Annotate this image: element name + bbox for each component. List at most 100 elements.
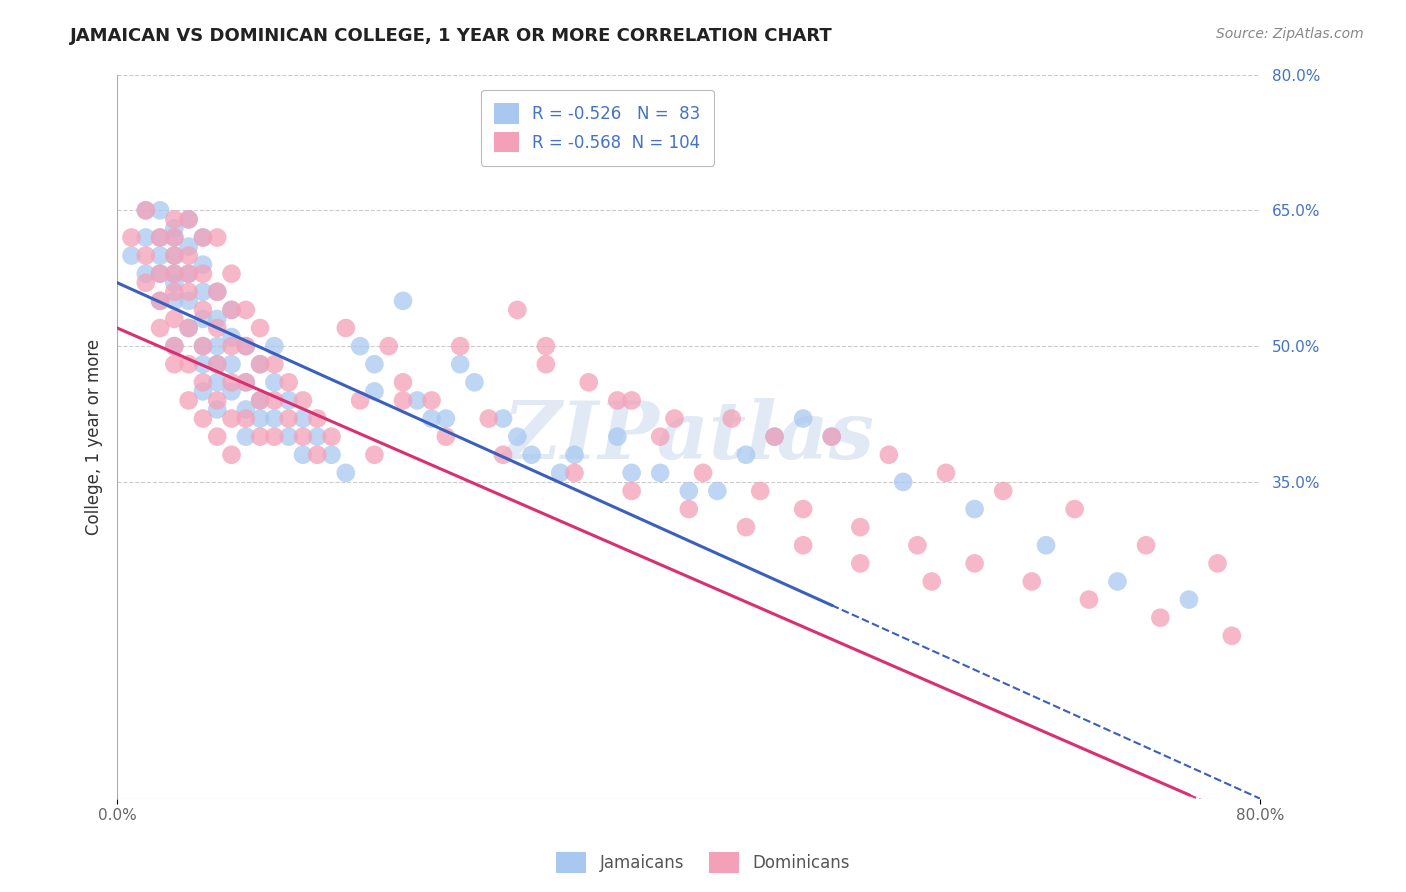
Point — [263, 376, 285, 390]
Point — [205, 321, 228, 335]
Point — [564, 466, 586, 480]
Text: ZIPatlas: ZIPatlas — [503, 398, 875, 475]
Point — [307, 430, 329, 444]
Point — [1178, 592, 1201, 607]
Point — [205, 402, 228, 417]
Point — [191, 285, 214, 299]
Point — [191, 230, 214, 244]
Point — [307, 448, 329, 462]
Point — [1149, 610, 1171, 624]
Point — [606, 430, 628, 444]
Point — [163, 230, 186, 244]
Point — [235, 430, 257, 444]
Point — [891, 475, 914, 489]
Text: Source: ZipAtlas.com: Source: ZipAtlas.com — [1216, 27, 1364, 41]
Point — [163, 276, 186, 290]
Point — [177, 321, 200, 335]
Point — [263, 411, 285, 425]
Point — [177, 357, 200, 371]
Point — [506, 430, 529, 444]
Point — [205, 230, 228, 244]
Point — [191, 384, 214, 399]
Point — [235, 339, 257, 353]
Point — [221, 267, 243, 281]
Point — [205, 357, 228, 371]
Point — [664, 411, 686, 425]
Point — [149, 293, 172, 308]
Point — [434, 430, 457, 444]
Point — [1077, 592, 1099, 607]
Point — [291, 448, 314, 462]
Point — [205, 393, 228, 408]
Point — [449, 357, 471, 371]
Point — [392, 376, 415, 390]
Legend: R = -0.526   N =  83, R = -0.568  N = 104: R = -0.526 N = 83, R = -0.568 N = 104 — [481, 90, 714, 166]
Point — [492, 411, 515, 425]
Point — [291, 430, 314, 444]
Point — [478, 411, 501, 425]
Point — [163, 339, 186, 353]
Point — [177, 293, 200, 308]
Point — [149, 321, 172, 335]
Point — [163, 212, 186, 227]
Point — [349, 393, 371, 408]
Point — [506, 302, 529, 317]
Point — [135, 230, 157, 244]
Point — [921, 574, 943, 589]
Point — [121, 249, 143, 263]
Point — [1021, 574, 1043, 589]
Point — [135, 267, 157, 281]
Point — [763, 430, 786, 444]
Point — [163, 312, 186, 326]
Point — [249, 430, 271, 444]
Point — [191, 411, 214, 425]
Point — [620, 466, 643, 480]
Point — [307, 411, 329, 425]
Point — [420, 411, 443, 425]
Point — [191, 267, 214, 281]
Point — [163, 249, 186, 263]
Point — [335, 321, 357, 335]
Point — [650, 430, 672, 444]
Point — [177, 267, 200, 281]
Point — [135, 203, 157, 218]
Point — [221, 339, 243, 353]
Point — [205, 312, 228, 326]
Point — [149, 267, 172, 281]
Point — [177, 239, 200, 253]
Point — [191, 357, 214, 371]
Point — [1107, 574, 1129, 589]
Point — [249, 321, 271, 335]
Point — [449, 339, 471, 353]
Point — [191, 339, 214, 353]
Point — [335, 466, 357, 480]
Point — [520, 448, 543, 462]
Point — [191, 302, 214, 317]
Point — [221, 357, 243, 371]
Point — [249, 393, 271, 408]
Point — [163, 357, 186, 371]
Point — [221, 302, 243, 317]
Point — [534, 357, 557, 371]
Point — [991, 483, 1014, 498]
Point — [420, 393, 443, 408]
Point — [263, 357, 285, 371]
Point — [406, 393, 429, 408]
Point — [907, 538, 929, 552]
Point — [321, 430, 343, 444]
Point — [277, 393, 299, 408]
Point — [263, 430, 285, 444]
Point — [377, 339, 399, 353]
Point — [1135, 538, 1157, 552]
Point — [792, 411, 814, 425]
Point — [149, 230, 172, 244]
Point — [191, 376, 214, 390]
Point — [235, 302, 257, 317]
Point — [221, 411, 243, 425]
Point — [163, 293, 186, 308]
Point — [935, 466, 957, 480]
Point — [177, 285, 200, 299]
Point — [821, 430, 844, 444]
Point — [392, 393, 415, 408]
Point — [620, 483, 643, 498]
